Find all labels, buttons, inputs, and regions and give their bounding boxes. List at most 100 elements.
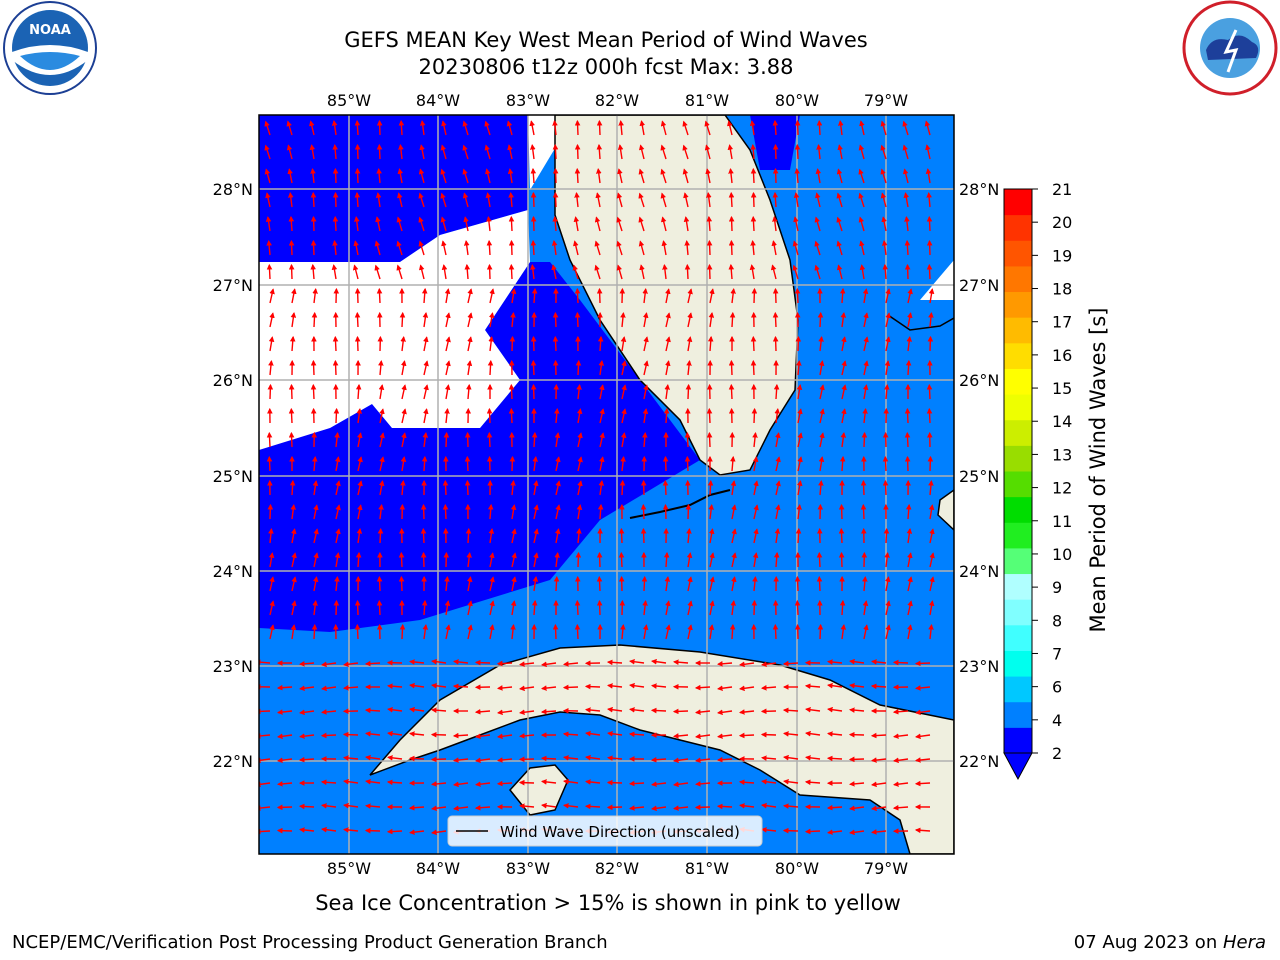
wind-arrow — [750, 143, 756, 160]
wind-arrow — [792, 264, 799, 280]
wind-arrow — [291, 552, 297, 568]
wind-arrow — [399, 311, 406, 328]
lon-label: 82°W — [595, 91, 639, 110]
wind-arrow — [928, 288, 935, 304]
wind-arrow — [376, 599, 383, 616]
wind-arrow — [794, 287, 801, 304]
lon-label: 83°W — [506, 859, 550, 878]
wind-arrow — [904, 263, 911, 280]
lon-label: 81°W — [685, 91, 729, 110]
wind-arrow — [862, 384, 869, 400]
wind-arrow — [335, 504, 341, 520]
wind-arrow — [386, 828, 403, 835]
wind-arrow — [312, 287, 318, 304]
wind-arrow — [880, 168, 887, 184]
wind-arrow — [620, 455, 626, 472]
wind-arrow — [573, 216, 580, 232]
wind-arrow — [288, 215, 295, 232]
wind-arrow — [462, 168, 469, 184]
wind-arrow — [752, 575, 758, 592]
wind-arrow — [466, 576, 473, 592]
wind-arrow — [418, 192, 425, 208]
wind-arrow — [685, 383, 692, 400]
wind-arrow — [379, 456, 385, 472]
colorbar-swatch — [1004, 240, 1032, 267]
wind-arrow — [928, 504, 935, 520]
wind-arrow — [259, 659, 271, 665]
colorbar-extend — [1003, 752, 1033, 781]
wind-arrow — [782, 707, 799, 714]
wind-arrow — [540, 779, 557, 785]
wind-arrow — [694, 804, 711, 811]
wind-arrow — [562, 755, 579, 761]
wind-arrow — [885, 624, 891, 640]
wind-arrow — [574, 599, 581, 616]
date-text: 07 Aug 2023 on — [1073, 932, 1223, 953]
wind-arrow — [906, 527, 913, 544]
wind-arrow — [354, 143, 361, 160]
wind-arrow — [618, 551, 625, 568]
wind-arrow — [728, 239, 735, 256]
wind-arrow — [870, 732, 887, 739]
wind-arrow — [892, 659, 909, 666]
wind-arrow — [863, 624, 869, 640]
map-area — [259, 115, 954, 854]
wind-arrow — [508, 263, 515, 280]
wind-arrow — [628, 707, 645, 713]
wind-arrow — [672, 733, 689, 739]
wind-arrow — [396, 216, 403, 232]
lat-label: 22°N — [959, 752, 999, 771]
colorbar-tick-label: 11 — [1052, 512, 1072, 531]
wind-arrow — [485, 192, 492, 208]
wind-arrow — [291, 576, 297, 592]
wind-arrow — [574, 623, 581, 640]
wind-arrow — [861, 431, 868, 448]
lon-label: 80°W — [775, 859, 819, 878]
wind-arrow — [904, 455, 911, 472]
wind-arrow — [342, 685, 359, 691]
wind-arrow — [892, 781, 909, 787]
wind-arrow — [386, 730, 403, 737]
wind-arrow — [728, 383, 735, 400]
wind-arrow — [929, 528, 935, 544]
wind-arrow — [334, 456, 341, 472]
wind-arrow — [376, 119, 383, 136]
wind-arrow — [376, 167, 382, 184]
wind-arrow — [848, 756, 865, 763]
wind-arrow — [706, 263, 713, 280]
wind-arrow — [353, 215, 360, 232]
wind-arrow — [716, 709, 733, 716]
wind-arrow — [885, 600, 891, 616]
wind-arrow — [606, 779, 623, 786]
wind-arrow — [584, 683, 601, 690]
wind-arrow — [356, 527, 363, 544]
colorbar-swatch — [1004, 317, 1032, 344]
colorbar-tick-label: 10 — [1052, 545, 1072, 564]
wind-arrow — [882, 455, 889, 472]
wind-arrow — [750, 335, 757, 352]
wind-arrow — [826, 659, 843, 665]
wind-arrow — [596, 599, 603, 616]
wind-arrow — [738, 709, 755, 715]
wind-arrow — [926, 383, 933, 400]
wind-arrow — [444, 575, 450, 592]
wind-arrow — [792, 240, 799, 256]
wind-arrow — [364, 754, 381, 761]
wind-arrow — [484, 120, 491, 136]
wind-arrow — [354, 599, 361, 616]
wind-arrow — [562, 803, 579, 809]
wind-arrow — [907, 288, 913, 304]
wind-arrow — [704, 144, 711, 160]
wind-arrow — [796, 359, 802, 376]
wind-arrow — [320, 779, 337, 786]
wind-arrow — [638, 216, 645, 232]
wind-arrow — [642, 431, 648, 448]
wind-arrow — [266, 239, 272, 256]
wind-arrow — [442, 479, 449, 496]
wind-arrow — [364, 707, 381, 714]
wind-arrow — [466, 383, 472, 400]
wind-arrow — [738, 685, 755, 692]
wind-arrow — [290, 311, 297, 328]
wind-arrow — [620, 432, 627, 448]
